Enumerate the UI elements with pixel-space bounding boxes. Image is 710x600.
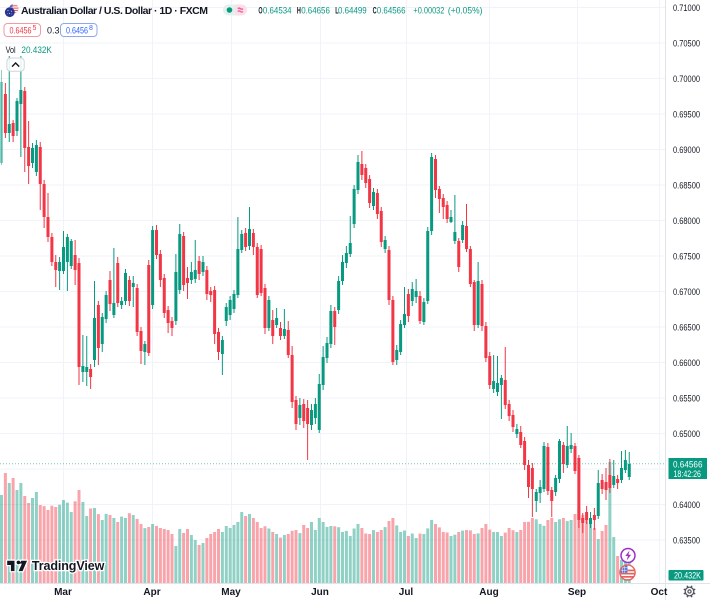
svg-text:C: C: [373, 5, 377, 16]
svg-text:Aug: Aug: [479, 587, 498, 598]
svg-text:0.65000: 0.65000: [673, 429, 700, 440]
svg-text:0.64534: 0.64534: [263, 5, 292, 16]
svg-text:H: H: [297, 5, 301, 16]
svg-text:0.66000: 0.66000: [673, 358, 700, 369]
svg-text:L: L: [335, 5, 339, 16]
svg-text:Oct: Oct: [651, 587, 668, 598]
svg-text:+0.00032: +0.00032: [413, 5, 444, 16]
svg-text:20.432K: 20.432K: [674, 571, 701, 581]
svg-text:0.68500: 0.68500: [673, 180, 700, 191]
svg-text:0.63500: 0.63500: [673, 535, 700, 546]
svg-text:0.70500: 0.70500: [673, 38, 700, 49]
svg-text:20.432K: 20.432K: [21, 45, 52, 56]
svg-text:0.6456: 0.6456: [66, 25, 88, 36]
svg-text:Mar: Mar: [54, 587, 72, 598]
svg-text:0.69000: 0.69000: [673, 145, 700, 156]
svg-text:5: 5: [33, 25, 37, 32]
svg-text:Vol: Vol: [6, 45, 16, 56]
svg-text:0.70000: 0.70000: [673, 74, 700, 85]
svg-text:(+0.05%): (+0.05%): [448, 5, 483, 16]
svg-text:0.67500: 0.67500: [673, 251, 700, 262]
svg-text:Australian Dollar / U.S. Dolla: Australian Dollar / U.S. Dollar · 1D · F…: [21, 5, 208, 17]
svg-text:0.64499: 0.64499: [338, 5, 367, 16]
svg-text:18:42:26: 18:42:26: [674, 469, 702, 479]
svg-text:0.3: 0.3: [47, 25, 60, 35]
svg-text:0.6456: 0.6456: [10, 25, 32, 36]
svg-text:0.71000: 0.71000: [673, 3, 700, 14]
svg-text:0.65500: 0.65500: [673, 393, 700, 404]
svg-text:0.64566: 0.64566: [673, 460, 703, 471]
svg-text:0.64566: 0.64566: [377, 5, 406, 16]
svg-text:TradingView: TradingView: [32, 559, 105, 573]
svg-text:0.66500: 0.66500: [673, 322, 700, 333]
svg-text:May: May: [221, 587, 241, 598]
svg-text:0.64656: 0.64656: [301, 5, 330, 16]
svg-text:0.64000: 0.64000: [673, 500, 700, 511]
svg-text:0.67000: 0.67000: [673, 287, 700, 298]
svg-text:Jul: Jul: [399, 587, 414, 598]
svg-text:0.69500: 0.69500: [673, 109, 700, 120]
svg-text:0.68000: 0.68000: [673, 216, 700, 227]
svg-text:Jun: Jun: [311, 587, 329, 598]
svg-text:Sep: Sep: [568, 587, 586, 598]
svg-text:O: O: [258, 5, 262, 16]
svg-text:Apr: Apr: [143, 587, 160, 598]
svg-text:8: 8: [89, 25, 93, 32]
